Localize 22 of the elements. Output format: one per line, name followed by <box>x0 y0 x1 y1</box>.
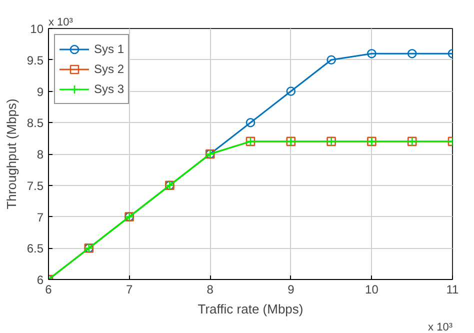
y-tick-label: 9.5 <box>26 53 44 68</box>
y-tick-label: 6 <box>36 273 44 287</box>
legend-label: Sys 2 <box>94 62 124 76</box>
x-axis-title: Traffic rate (Mbps) <box>198 302 304 316</box>
x-tick-label: 9 <box>288 282 295 296</box>
y-tick-label: 7.5 <box>26 178 44 193</box>
y-axis-title: Throughput (Mbps) <box>4 98 19 210</box>
x-tick-label: 8 <box>206 282 214 296</box>
y-tick-label: 7 <box>36 210 44 224</box>
x-tick-label: 6 <box>45 282 52 296</box>
legend-label: Sys 3 <box>94 82 124 96</box>
legend-label: Sys 1 <box>94 42 124 56</box>
y-tick-label: 8.5 <box>26 116 44 130</box>
annotation: x 10³ <box>48 16 74 28</box>
y-tick-label: 6.5 <box>26 242 44 256</box>
x-tick-label: 10 <box>365 282 379 296</box>
y-tick-label: 9 <box>36 84 44 99</box>
x-tick-label: 7 <box>126 282 133 296</box>
text: x 10³ <box>428 322 453 333</box>
x-tick-label: 11 <box>446 282 460 296</box>
y-tick-label: 10 <box>30 22 44 36</box>
y-tick-label: 8 <box>36 148 44 162</box>
